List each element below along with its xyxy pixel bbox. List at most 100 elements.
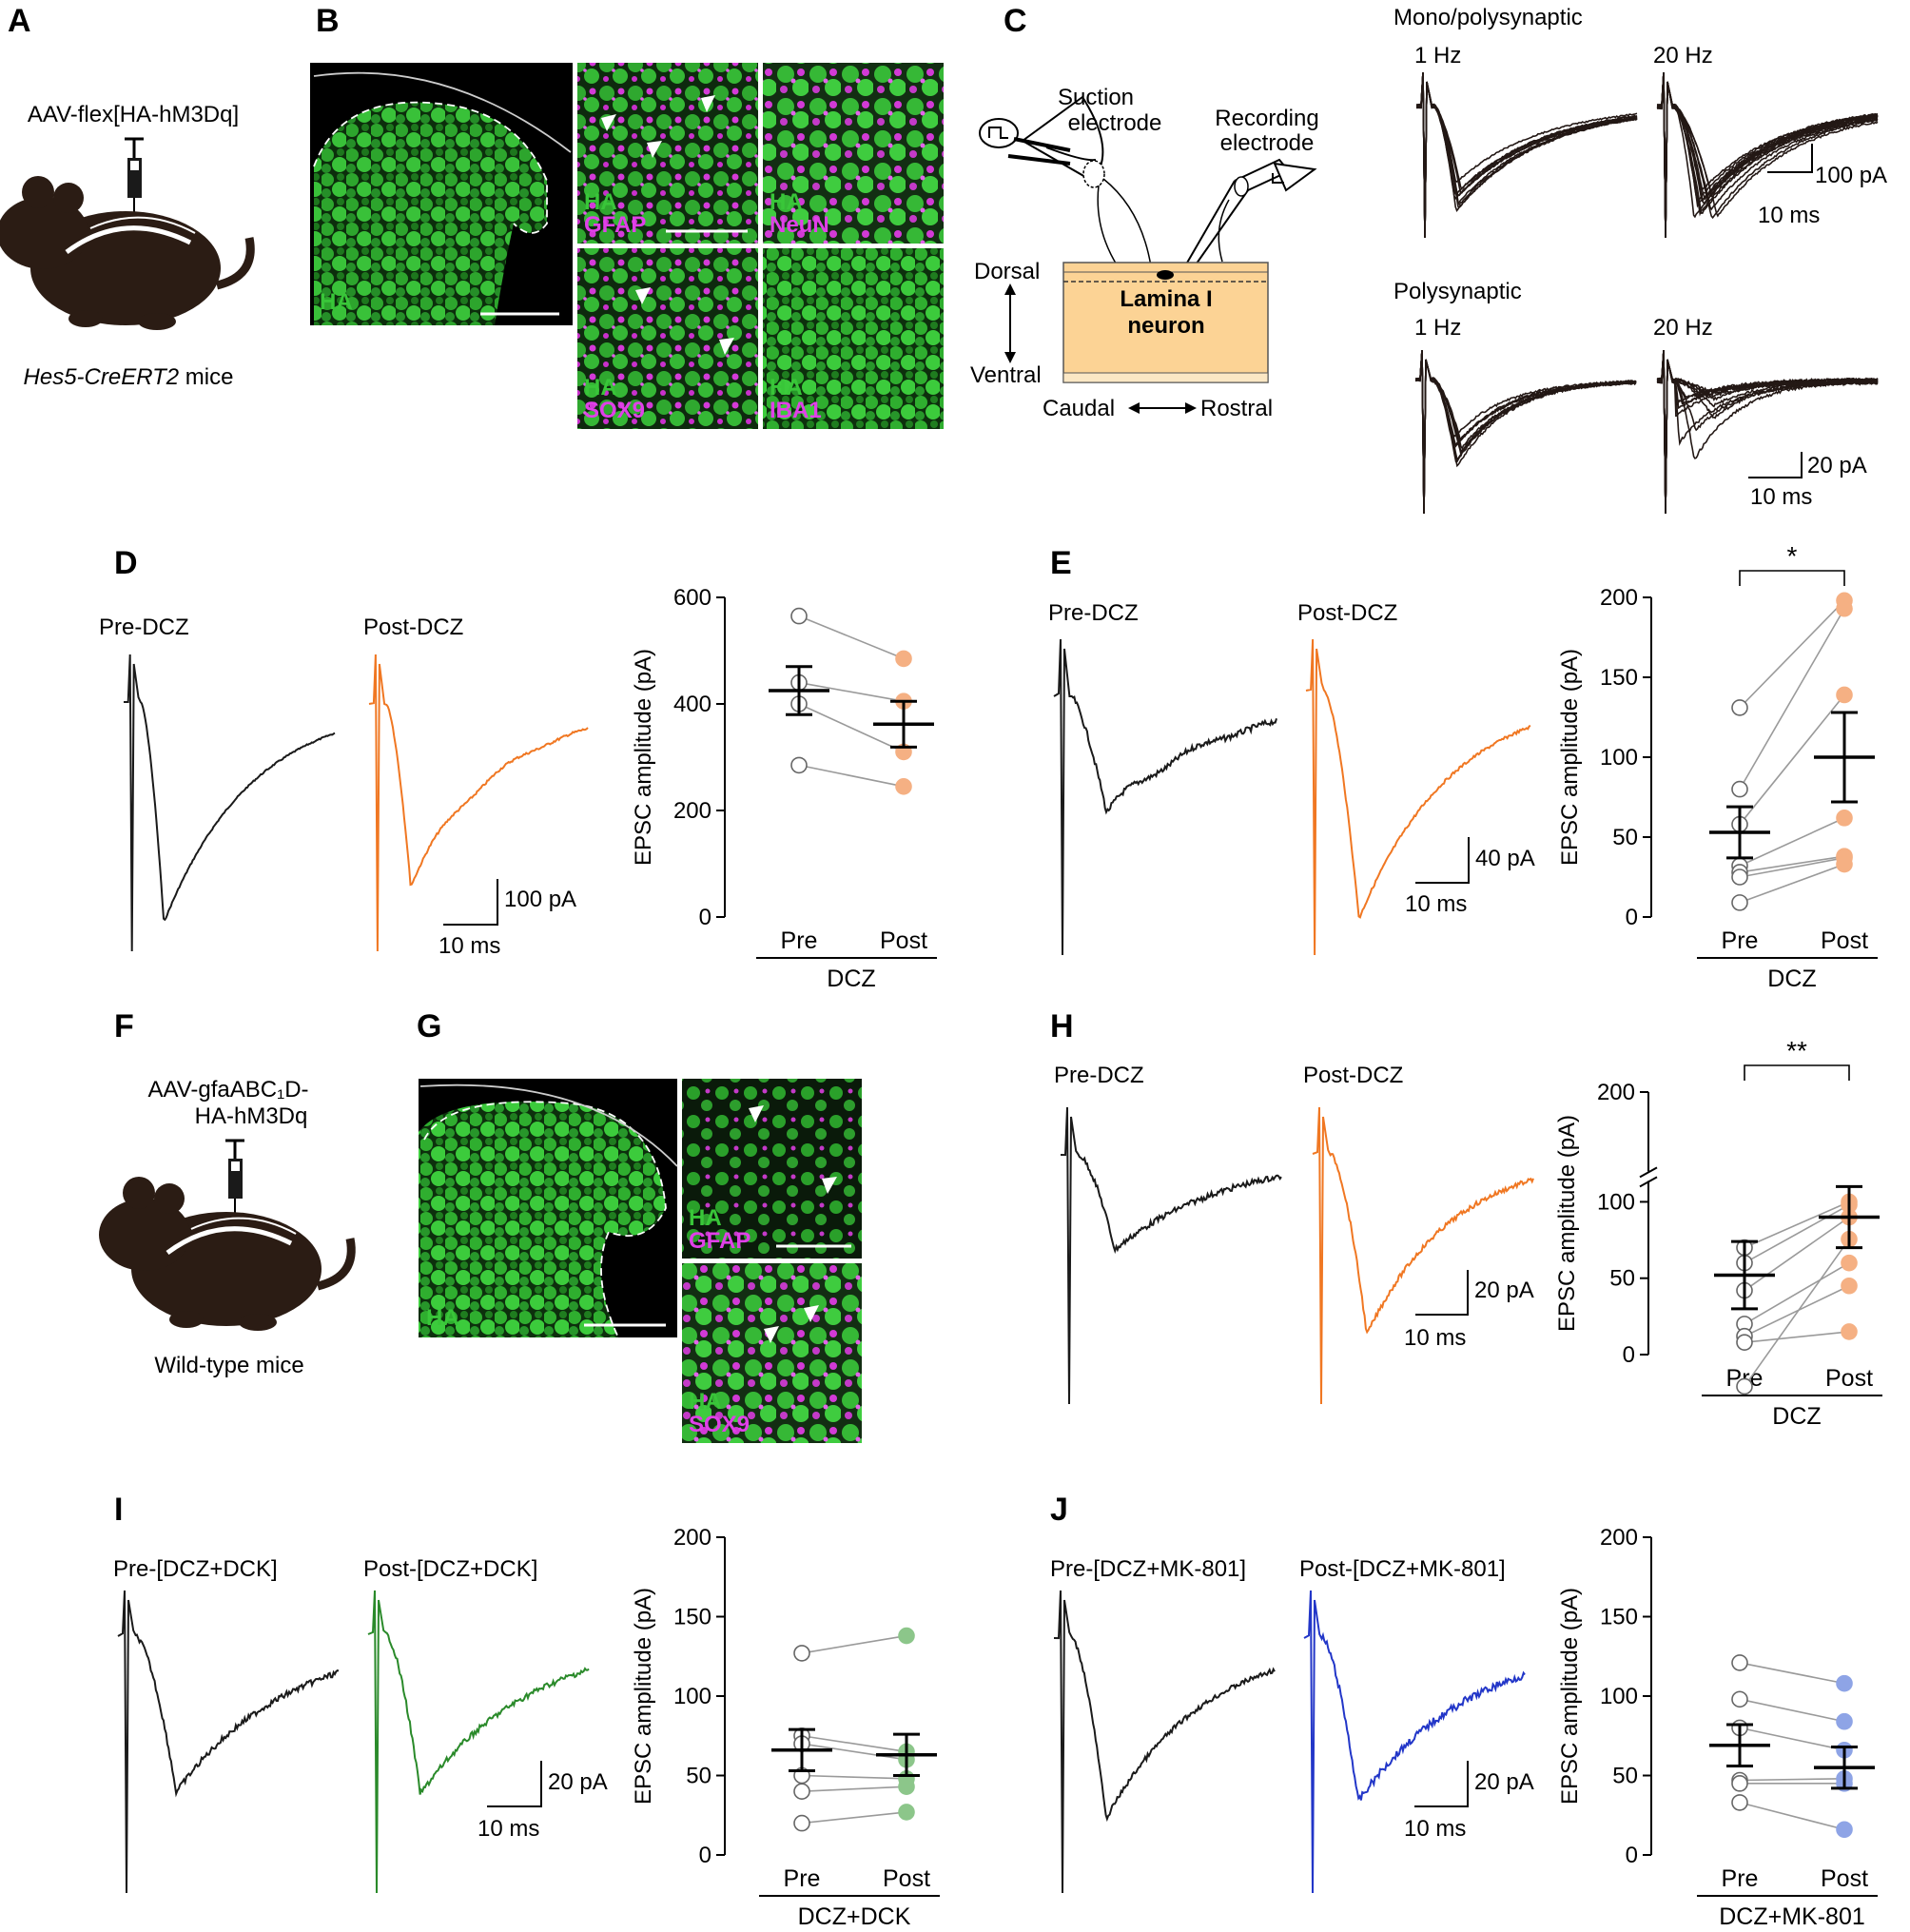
- iba1-tile: HA IBA1: [763, 248, 944, 429]
- y-axis-label: EPSC amplitude (pA): [1557, 1588, 1583, 1805]
- group-label: DCZ: [827, 966, 875, 992]
- group-label: DCZ: [1772, 1403, 1821, 1430]
- svg-text:GFAP: GFAP: [689, 1228, 750, 1254]
- y-tick-label: 600: [673, 585, 711, 611]
- pair-line: [1739, 608, 1845, 790]
- post-label: Post-DCZ: [363, 615, 463, 640]
- post-trace: [1312, 1106, 1534, 1405]
- epsc-trace: [1414, 349, 1637, 515]
- y-tick-label: 400: [673, 692, 711, 717]
- scale-bar: [1414, 1761, 1469, 1807]
- y-tick-label: 50: [1609, 1266, 1635, 1292]
- scale-x-label: 10 ms: [1405, 891, 1467, 917]
- panel-d: D Pre-DCZ Post-DCZ 100 pA 10 ms 0 200 400 6…: [99, 545, 937, 992]
- poly-scale-bar: [1748, 452, 1803, 478]
- spinal-slice: [1062, 262, 1269, 383]
- mono-20hz-label: 20 Hz: [1653, 43, 1713, 68]
- panel-letter-f: F: [114, 1008, 134, 1044]
- scale-x-label: 10 ms: [1404, 1816, 1466, 1842]
- arrowhead-icon: [719, 338, 734, 355]
- post-point: [1841, 1254, 1858, 1272]
- pre-label: Pre-DCZ: [99, 615, 189, 640]
- pair-line: [1744, 1216, 1850, 1292]
- arrowhead-icon: [701, 95, 715, 112]
- poly-1hz-label: 1 Hz: [1414, 315, 1461, 341]
- y-tick-label: 200: [1600, 585, 1638, 611]
- pair-line: [1744, 1261, 1850, 1325]
- epsc-trace: [1415, 71, 1638, 239]
- post-trace: [368, 654, 589, 952]
- arrowhead-icon: [804, 1305, 819, 1322]
- y-tick-label: 100: [1597, 1189, 1635, 1215]
- y-tick-label: 100: [1600, 745, 1638, 771]
- post-point: [1836, 1821, 1853, 1839]
- x-category-label: Pre: [1722, 927, 1759, 954]
- panel-letter-e: E: [1050, 545, 1072, 581]
- poly-20hz-traces: [1656, 349, 1879, 515]
- pair-line: [1744, 1331, 1850, 1343]
- recording-electrode-icon: [1179, 158, 1317, 281]
- post-label: Post-DCZ: [1303, 1063, 1403, 1088]
- y-axis-label: EPSC amplitude (pA): [631, 1588, 656, 1805]
- x-category-label: Pre: [784, 1865, 821, 1892]
- pair-line: [801, 1634, 907, 1654]
- arrowhead-icon: [764, 1326, 779, 1343]
- y-tick-label: 0: [1623, 1342, 1635, 1368]
- post-trace: [367, 1590, 590, 1894]
- mouse-strain-label: Wild-type mice: [154, 1353, 303, 1378]
- epsc-trace: [1656, 71, 1879, 239]
- pre-point: [1731, 1654, 1748, 1671]
- x-category-label: Post: [1821, 927, 1868, 954]
- y-tick-label: 150: [1600, 665, 1638, 691]
- x-category-label: Post: [1825, 1365, 1873, 1392]
- pre-label: Pre-DCZ: [1054, 1063, 1144, 1088]
- svg-text:SOX9: SOX9: [689, 1412, 750, 1437]
- epsc-trace: [1414, 349, 1637, 515]
- post-point: [1836, 1674, 1853, 1692]
- y-axis-label: EPSC amplitude (pA): [1557, 649, 1583, 866]
- pair-line: [798, 615, 905, 660]
- panel-letter-c: C: [1004, 3, 1027, 39]
- svg-text:GFAP: GFAP: [584, 212, 646, 238]
- mouse-strain-label: Hes5-CreERT2 mice: [24, 364, 234, 390]
- rostral-label: Rostral: [1200, 396, 1273, 421]
- y-tick-label: 50: [1612, 1764, 1638, 1789]
- svg-text:HA: HA: [689, 1205, 722, 1231]
- scale-x-label: 10 ms: [478, 1816, 539, 1842]
- pair-line: [1739, 817, 1845, 867]
- significance-marker: *: [1787, 541, 1798, 571]
- syringe-icon: [225, 1139, 244, 1229]
- lamina-label-1: Lamina I: [1120, 286, 1212, 312]
- mono-scale-x: 10 ms: [1758, 203, 1820, 228]
- panel-b: B HA HA GFAP HA NeuN HA SOX9: [310, 3, 944, 429]
- pair-line: [1739, 1698, 1845, 1723]
- y-tick-label: 100: [673, 1684, 711, 1709]
- suction-electrode-icon: [1021, 95, 1152, 267]
- panel-letter-b: B: [316, 3, 340, 39]
- gfap-tile: HA GFAP: [682, 1079, 862, 1259]
- gfap-tile: HA GFAP: [577, 63, 758, 244]
- svg-text:HA: HA: [584, 375, 617, 400]
- pre-point: [1731, 894, 1748, 911]
- pre-point: [1731, 1775, 1748, 1792]
- poly-title: Polysynaptic: [1394, 279, 1522, 304]
- mouse-icon: [99, 1177, 356, 1331]
- panel-i: I Pre-[DCZ+DCK] Post-[DCZ+DCK] 20 pA 10 …: [113, 1492, 940, 1930]
- ha-label: HA: [320, 289, 353, 315]
- pair-line: [1744, 1239, 1850, 1387]
- y-tick-label: 0: [699, 1843, 711, 1868]
- panel-h: H Pre-DCZ Post-DCZ 20 pA 10 ms 0 50 100 200…: [1050, 1008, 1882, 1430]
- pre-point: [793, 1645, 810, 1662]
- pre-point: [793, 1814, 810, 1832]
- sox9-tile: HA SOX9: [682, 1263, 862, 1443]
- svg-text:NeuN: NeuN: [770, 212, 829, 238]
- post-point: [898, 1778, 915, 1795]
- group-label: DCZ: [1767, 966, 1816, 992]
- group-label: DCZ+DCK: [798, 1903, 911, 1930]
- pre-trace: [1060, 1106, 1282, 1405]
- significance-bracket: [1739, 570, 1845, 586]
- post-point: [1841, 1277, 1858, 1295]
